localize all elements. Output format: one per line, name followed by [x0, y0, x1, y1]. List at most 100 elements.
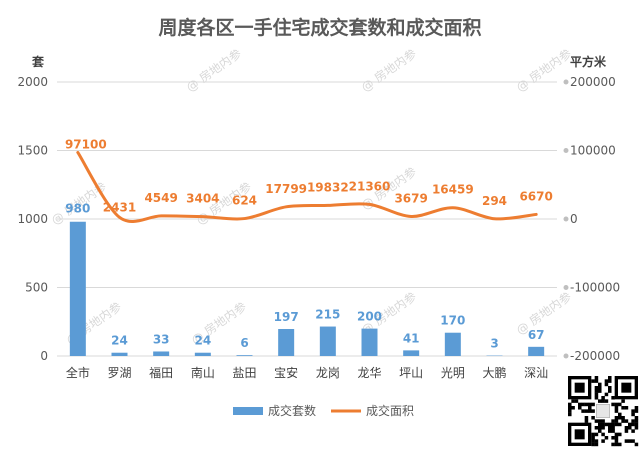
qr-module — [588, 403, 592, 407]
legend-label-bar: 成交套数 — [268, 403, 316, 418]
qr-module — [625, 429, 629, 433]
qr-module — [598, 399, 602, 403]
qr-module — [605, 383, 609, 387]
category-label: 大鹏 — [482, 366, 506, 380]
qr-module — [631, 413, 635, 417]
qr-module — [611, 423, 615, 427]
line-data-label: 3404 — [186, 192, 219, 206]
qr-module — [571, 399, 575, 403]
qr-finder-inner — [575, 383, 585, 393]
qr-module — [581, 403, 585, 407]
qr-module — [605, 436, 609, 440]
qr-module — [601, 396, 605, 400]
qr-module — [595, 386, 599, 390]
right-axis-tick-mark — [564, 148, 569, 153]
category-label: 光明 — [441, 366, 465, 380]
qr-module — [608, 389, 612, 393]
line-data-label: 2431 — [103, 200, 136, 214]
qr-module — [635, 406, 639, 410]
qr-module — [595, 419, 599, 423]
qr-module — [625, 419, 629, 423]
qr-module — [628, 426, 632, 430]
left-tick-label: 500 — [25, 281, 48, 295]
bar — [70, 222, 86, 356]
qr-module — [615, 409, 619, 413]
qr-module — [585, 409, 589, 413]
qr-module — [628, 439, 632, 443]
qr-module — [618, 403, 622, 407]
qr-module — [615, 403, 619, 407]
category-label: 龙岗 — [316, 366, 340, 380]
qr-module — [605, 379, 609, 383]
qr-module — [598, 426, 602, 430]
line-data-label: 3679 — [394, 191, 427, 205]
qr-module — [591, 439, 595, 443]
qr-module — [608, 386, 612, 390]
bar — [445, 333, 461, 356]
line-data-label: 4549 — [144, 191, 177, 205]
bar-data-label: 215 — [315, 308, 340, 322]
qr-module — [615, 436, 619, 440]
category-label: 盐田 — [232, 366, 256, 380]
qr-module — [601, 423, 605, 427]
qr-module — [621, 419, 625, 423]
category-label: 南山 — [191, 365, 215, 380]
bar — [195, 353, 211, 356]
qr-module — [621, 406, 625, 410]
qr-module — [625, 439, 629, 443]
qr-module — [575, 399, 579, 403]
qr-module — [595, 433, 599, 437]
right-axis-tick-mark — [564, 354, 569, 359]
line-data-label: 19832 — [307, 180, 349, 194]
qr-module — [601, 426, 605, 430]
legend: 成交套数成交面积 — [233, 403, 414, 418]
bar-data-label: 3 — [490, 337, 498, 351]
qr-module — [615, 433, 619, 437]
qr-module — [618, 416, 622, 420]
qr-module — [585, 419, 589, 423]
right-tick-label: 100000 — [570, 144, 616, 158]
qr-module — [635, 426, 639, 430]
watermark-text: @ 房地内参 — [183, 46, 244, 95]
qr-module — [591, 443, 595, 447]
right-axis-tick-mark — [564, 217, 569, 222]
qr-module — [631, 439, 635, 443]
left-tick-label: 2000 — [17, 75, 48, 89]
bar-data-label: 67 — [528, 328, 545, 342]
qr-module — [628, 423, 632, 427]
right-tick-label: 0 — [570, 212, 578, 226]
left-tick-label: 0 — [40, 349, 48, 363]
right-axis-tick-mark — [564, 285, 569, 290]
right-tick-label: -200000 — [570, 349, 620, 363]
category-label: 全市 — [66, 365, 90, 380]
qr-module — [615, 419, 619, 423]
left-tick-label: 1500 — [17, 144, 48, 158]
bar — [112, 353, 128, 356]
qr-module — [595, 396, 599, 400]
qr-module — [581, 409, 585, 413]
line-data-label: 16459 — [432, 183, 474, 197]
qr-module — [595, 443, 599, 447]
bar — [278, 329, 294, 356]
chart-title: 周度各区一手住宅成交套数和成交面积 — [158, 16, 481, 39]
bar-data-label: 24 — [111, 334, 128, 348]
bar — [320, 327, 336, 356]
bar-data-label: 980 — [65, 202, 90, 216]
qr-module — [625, 406, 629, 410]
bar-data-label: 197 — [274, 310, 299, 324]
qr-module — [588, 406, 592, 410]
qr-module — [598, 429, 602, 433]
qr-module — [601, 433, 605, 437]
left-axis-unit: 套 — [31, 54, 45, 69]
qr-module — [615, 406, 619, 410]
qr-module — [608, 379, 612, 383]
right-axis-unit: 平方米 — [570, 54, 607, 69]
right-axis-tick-mark — [564, 80, 569, 85]
qr-module — [595, 393, 599, 397]
bar — [362, 329, 378, 356]
